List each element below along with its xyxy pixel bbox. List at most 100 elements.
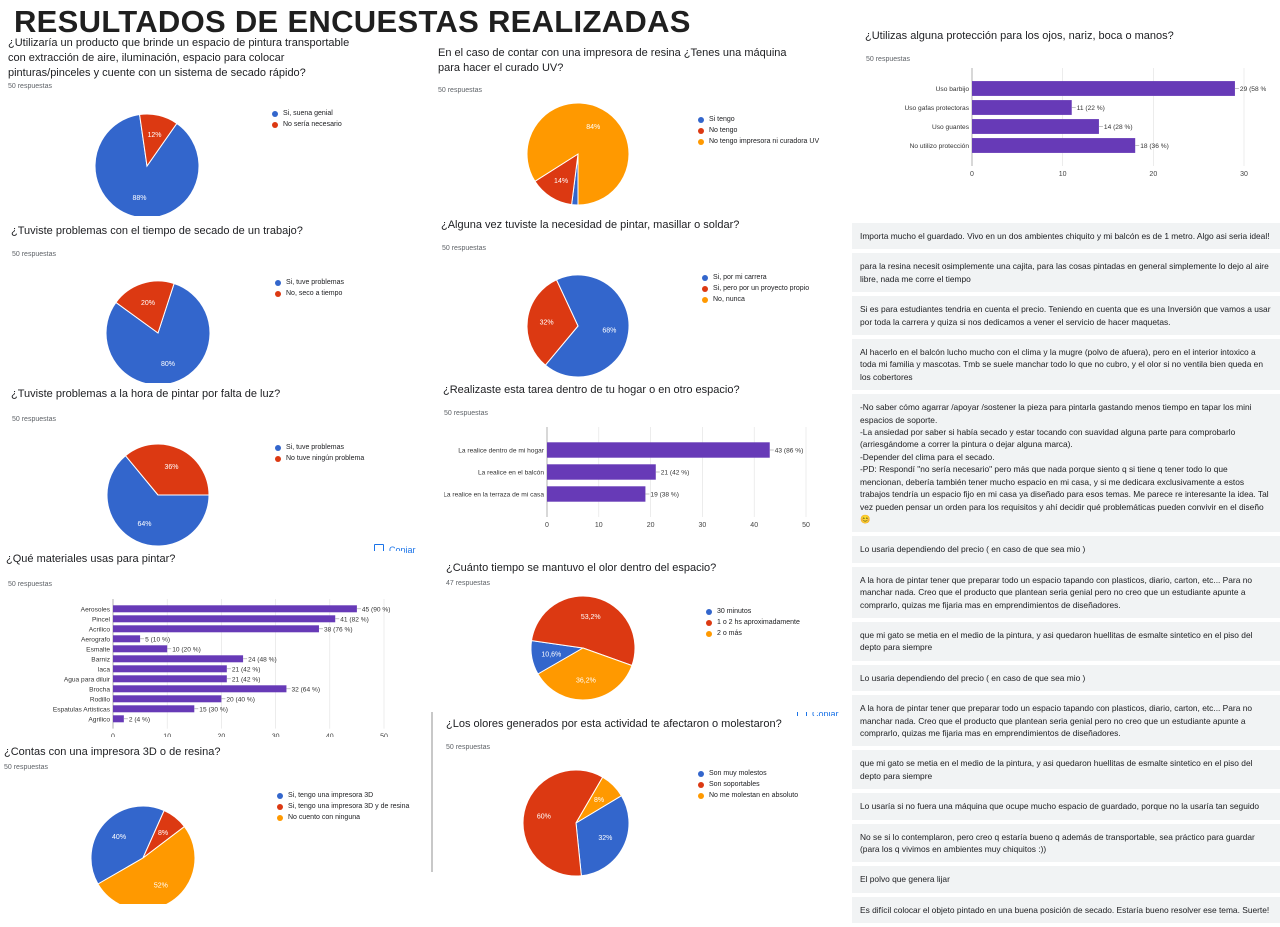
comment-card: El polvo que genera lijar	[852, 866, 1280, 893]
legend-label: No tuve ningún problema	[286, 455, 365, 462]
bar	[113, 615, 336, 623]
slice-label: 60%	[537, 814, 551, 821]
category-label: Uso gafas protectoras	[904, 105, 969, 112]
chart-panel: ¿Tuviste problemas a la hora de pintar p…	[8, 386, 368, 551]
slice-label: 12%	[147, 132, 161, 139]
legend-item: Si, tengo una impresora 3D y de resina	[277, 801, 409, 812]
comment-card: Lo usaria dependiendo del precio ( en ca…	[852, 664, 1280, 692]
bar	[113, 665, 227, 673]
pie-slice	[106, 454, 210, 547]
category-label: Barniz	[91, 656, 110, 663]
slice-label: 80%	[161, 361, 175, 368]
response-count: 50 respuestas	[12, 416, 56, 423]
pie-chart: 68% 32%	[526, 274, 630, 377]
chart-panel: ¿Cuánto tiempo se mantuvo el olor dentro…	[442, 560, 842, 712]
slice-label: 32%	[598, 835, 612, 842]
legend-label: No me molestan en absoluto	[709, 792, 799, 799]
legend-label: No cuento con ninguna	[288, 814, 360, 821]
chart-panel: ¿Tuviste problemas con el tiempo de seca…	[8, 223, 368, 383]
copy-label: Copiar	[812, 708, 839, 719]
legend-label: Si, por mi carrera	[713, 274, 767, 281]
legend-dot	[698, 127, 704, 134]
legend-dot	[706, 630, 712, 637]
legend-label: Son soportables	[709, 781, 760, 788]
legend-dot	[698, 116, 704, 123]
category-label: Uso guantes	[932, 124, 970, 131]
value-label: 18 (36 %)	[1140, 143, 1169, 150]
value-label: 32 (64 %)	[291, 686, 320, 693]
question-title: ¿Cuánto tiempo se mantuvo el olor dentro…	[446, 562, 717, 574]
legend-item: Si, tuve problemas	[275, 442, 364, 453]
pie-chart: 32% 60% 8%	[522, 769, 630, 877]
category-label: La realice en el balcón	[478, 470, 544, 477]
category-label: No utilizo protección	[910, 143, 970, 150]
bar	[113, 635, 141, 643]
bar	[113, 685, 287, 693]
divider	[431, 712, 433, 872]
legend-dot	[275, 279, 281, 286]
legend-label: 1 o 2 hs aproximadamente	[717, 619, 800, 626]
comment-card: que mi gato se metia en el medio de la p…	[852, 750, 1280, 790]
chart-panel: En el caso de contar con una impresora d…	[434, 44, 834, 214]
pie-chart: 64% 36%	[106, 443, 210, 547]
value-label: 19 (38 %)	[650, 492, 679, 499]
bar	[113, 605, 357, 613]
legend-dot	[277, 803, 283, 810]
legend-dot	[275, 444, 281, 451]
slice-label: 8%	[158, 830, 168, 837]
legend-item: Si, tuve problemas	[275, 277, 344, 288]
question-title: ¿Qué materiales usas para pintar?	[6, 553, 176, 565]
legend-label: No tengo impresora ni curadora UV	[709, 138, 820, 145]
pie-slice	[90, 805, 165, 885]
response-count: 50 respuestas	[442, 245, 486, 252]
legend-dot	[272, 110, 278, 117]
chart-legend: Si tengo No tengo No tengo impresora ni cu…	[698, 114, 819, 147]
response-count: 50 respuestas	[438, 87, 482, 94]
chart-panel: ¿Contas con una impresora 3D o de resina…	[2, 744, 412, 904]
chart-panel: ¿Realizaste esta tarea dentro de tu hoga…	[440, 382, 820, 560]
comment-card: -No saber cómo agarrar /apoyar /sostener…	[852, 394, 1280, 533]
value-label: 41 (82 %)	[340, 616, 369, 623]
x-tick-label: 0	[970, 171, 974, 178]
bar	[972, 100, 1072, 115]
x-tick-label: 20	[647, 522, 655, 529]
category-label: La realice dentro de mi hogar	[458, 448, 545, 455]
bar	[972, 81, 1235, 96]
legend-dot	[698, 138, 704, 145]
pie-slice	[115, 280, 175, 334]
bar	[972, 138, 1136, 153]
category-label: La realice en la terraza de mi casa	[444, 492, 544, 499]
slice-label: 40%	[112, 834, 126, 841]
question-title: ¿Tuviste problemas a la hora de pintar p…	[11, 388, 281, 400]
category-label: Rodillo	[90, 696, 110, 703]
slice-label: 84%	[586, 124, 600, 131]
question-title: ¿Realizaste esta tarea dentro de tu hoga…	[443, 384, 740, 396]
chart-legend: Si, suena genial No sería necesario	[272, 108, 342, 130]
pie-chart: 10,6% 53,2% 36,2%	[530, 595, 636, 701]
value-label: 24 (48 %)	[248, 656, 277, 663]
chart-panel: ¿Utilizas alguna protección para los ojo…	[862, 28, 1272, 218]
bar	[113, 625, 319, 633]
chart-panel: ¿Qué materiales usas para pintar? 50 resp…	[4, 551, 404, 737]
question-title: ¿Utilizaría un producto que brinde un es…	[8, 37, 350, 79]
value-label: 2 (4 %)	[129, 716, 150, 723]
slice-label: 14%	[554, 178, 568, 185]
chart-legend: Si, tengo una impresora 3D Si, tengo una …	[277, 790, 409, 823]
question-title: ¿Utilizas alguna protección para los ojo…	[865, 30, 1174, 42]
value-label: 43 (86 %)	[775, 448, 804, 455]
x-tick-label: 50	[380, 734, 388, 737]
legend-dot	[277, 792, 283, 799]
comment-card: Es difícil colocar el objeto pintado en …	[852, 896, 1280, 924]
value-label: 14 (28 %)	[1104, 124, 1133, 131]
category-label: Brocha	[89, 686, 110, 693]
category-label: Acrilico	[89, 626, 111, 633]
slice-label: 36%	[164, 464, 178, 471]
legend-dot	[277, 814, 283, 821]
chart-legend: Si, tuve problemas No tuve ningún problem…	[275, 442, 364, 464]
legend-label: No tengo	[709, 127, 738, 134]
slice-label: 52%	[154, 882, 168, 889]
x-tick-label: 30	[1240, 171, 1248, 178]
comment-card: Al hacerlo en el balcón lucho mucho con …	[852, 339, 1280, 391]
question-title: ¿Tuviste problemas con el tiempo de seca…	[11, 225, 303, 237]
pie-chart: 14% 84%	[526, 102, 630, 206]
